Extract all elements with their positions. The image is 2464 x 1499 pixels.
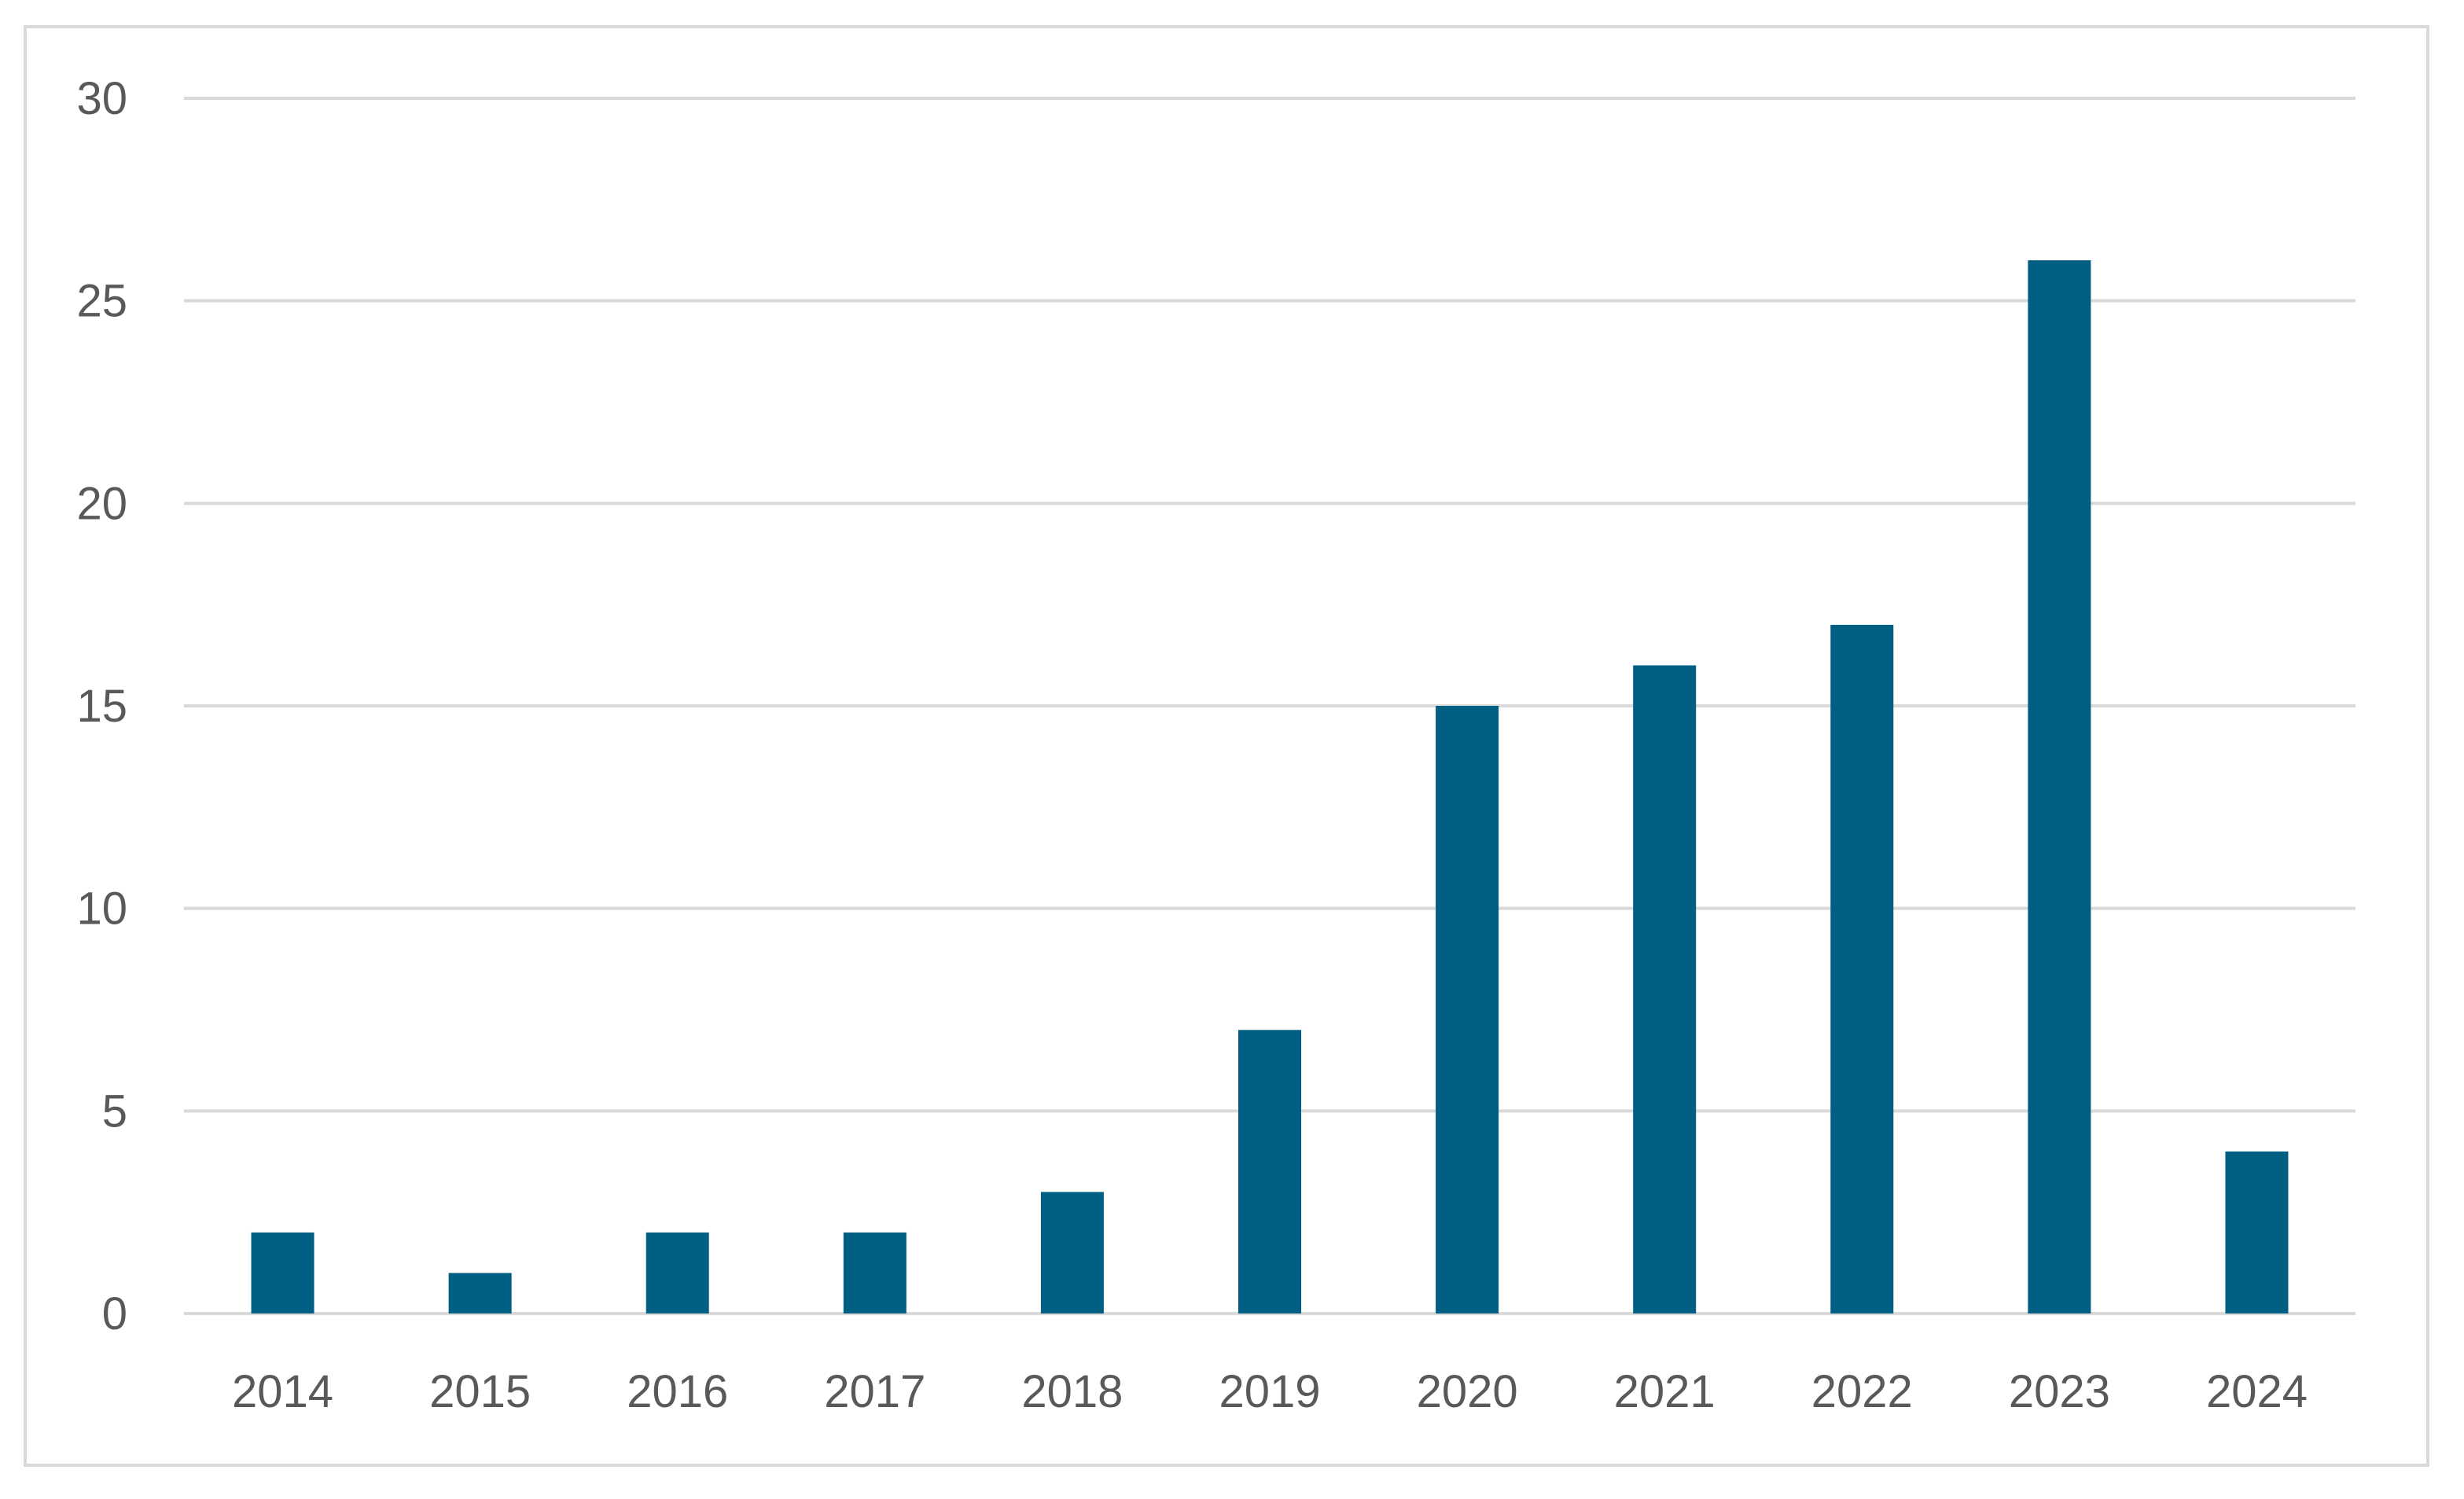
bar-2023 [2028, 260, 2091, 1314]
x-tick-label: 2019 [1219, 1366, 1320, 1417]
bar-2015 [448, 1273, 512, 1313]
x-tick-label: 2023 [2009, 1366, 2110, 1417]
x-tick-label: 2022 [1811, 1366, 1913, 1417]
x-tick-label: 2020 [1417, 1366, 1518, 1417]
y-axis-labels: 0 5 10 15 20 25 30 [76, 73, 127, 1339]
x-tick-label: 2024 [2206, 1366, 2308, 1417]
x-axis-labels: 2014 2015 2016 2017 2018 2019 2020 2021 2022 2023… [232, 1366, 2308, 1417]
y-tick-label: 25 [76, 276, 127, 327]
bar-2021 [1633, 665, 1697, 1313]
bar-2022 [1830, 624, 1894, 1313]
x-tick-label: 2016 [627, 1366, 728, 1417]
bars [251, 260, 2289, 1314]
x-tick-label: 2018 [1021, 1366, 1123, 1417]
x-tick-label: 2021 [1614, 1366, 1716, 1417]
y-tick-label: 5 [102, 1086, 127, 1137]
bar-2014 [251, 1232, 314, 1313]
bar-2020 [1436, 706, 1499, 1313]
bar-2019 [1238, 1030, 1301, 1313]
bar-2024 [2225, 1151, 2289, 1313]
y-tick-label: 15 [76, 681, 127, 732]
bar-2018 [1040, 1192, 1104, 1313]
y-tick-label: 20 [76, 478, 127, 529]
y-tick-label: 0 [102, 1288, 127, 1339]
x-tick-label: 2014 [232, 1366, 333, 1417]
y-tick-label: 30 [76, 73, 127, 124]
bar-2016 [645, 1232, 709, 1313]
x-tick-label: 2015 [429, 1366, 531, 1417]
y-tick-label: 10 [76, 884, 127, 935]
bar-2017 [843, 1232, 907, 1313]
x-tick-label: 2017 [824, 1366, 925, 1417]
gridlines [184, 97, 2356, 1315]
